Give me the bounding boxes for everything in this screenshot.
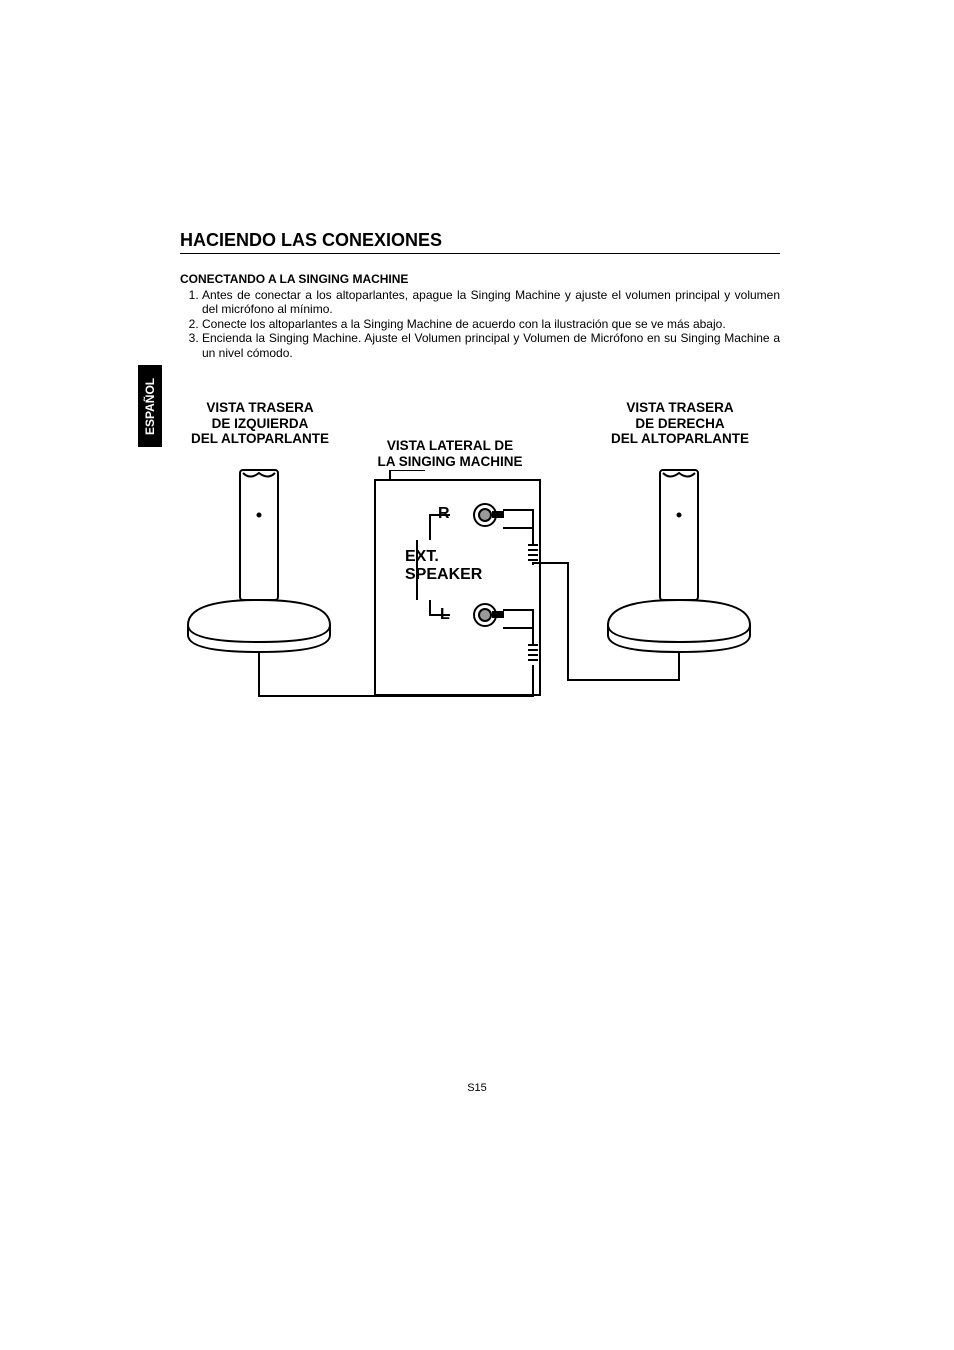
- label-ext: EXT.: [405, 548, 439, 566]
- page-content: HACIENDO LAS CONEXIONES CONECTANDO A LA …: [180, 230, 780, 360]
- label-speaker: SPEAKER: [405, 566, 482, 584]
- connection-diagram: VISTA TRASERADE IZQUIERDADEL ALTOPARLANT…: [160, 400, 790, 720]
- step-item: Encienda la Singing Machine. Ajuste el V…: [202, 331, 780, 360]
- wires-svg: [160, 400, 790, 720]
- section-title: HACIENDO LAS CONEXIONES: [180, 230, 780, 254]
- label-l: L: [440, 606, 450, 624]
- page-number: S15: [0, 1082, 954, 1094]
- label-r: R: [438, 505, 450, 523]
- step-item: Antes de conectar a los altoparlantes, a…: [202, 288, 780, 317]
- language-tab: ESPAÑOL: [138, 365, 162, 447]
- steps-list: Antes de conectar a los altoparlantes, a…: [180, 288, 780, 360]
- sub-title: CONECTANDO A LA SINGING MACHINE: [180, 272, 780, 286]
- step-item: Conecte los altoparlantes a la Singing M…: [202, 317, 780, 331]
